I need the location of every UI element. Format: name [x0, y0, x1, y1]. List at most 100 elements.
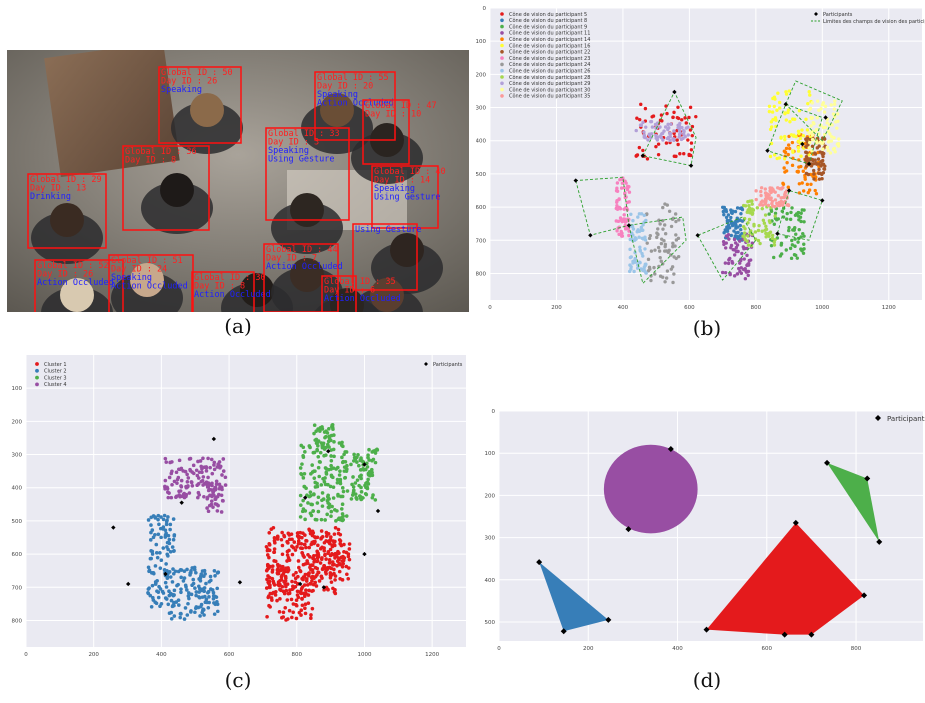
data-point [375, 448, 380, 452]
person-body [141, 182, 213, 234]
data-point [667, 248, 671, 253]
data-point [676, 254, 681, 259]
data-point [776, 193, 781, 198]
data-point [174, 470, 179, 475]
data-point [366, 477, 370, 482]
data-point [804, 117, 808, 122]
data-point [319, 574, 324, 579]
data-point [309, 502, 313, 507]
data-point [220, 473, 224, 477]
data-point [759, 189, 763, 194]
data-point [802, 234, 806, 238]
data-point [745, 253, 749, 258]
data-point [650, 115, 654, 119]
data-point [738, 261, 742, 265]
data-point [812, 151, 817, 155]
data-point [661, 205, 665, 210]
data-point [223, 475, 228, 480]
data-point [790, 206, 794, 210]
data-point [346, 566, 351, 570]
data-point [359, 476, 363, 481]
data-point [615, 189, 620, 193]
data-point [320, 504, 325, 508]
data-point [298, 590, 303, 595]
data-point [330, 552, 334, 556]
data-point [213, 502, 218, 506]
chart-c-plot-bg [26, 355, 466, 647]
data-point [181, 469, 185, 473]
data-point [281, 610, 286, 615]
vision-cone-boundary [628, 216, 687, 285]
detection-label: Day ID : 13 [30, 184, 86, 194]
data-point [791, 228, 795, 232]
data-point [822, 167, 826, 171]
data-point [332, 440, 336, 444]
data-point [172, 479, 177, 484]
data-point [777, 100, 782, 105]
data-point [159, 515, 163, 519]
data-point [323, 435, 327, 440]
data-point [672, 137, 676, 141]
data-point [322, 588, 326, 592]
data-point [168, 460, 172, 465]
person-body [111, 272, 183, 324]
data-point [622, 186, 626, 190]
participant-marker [823, 115, 828, 120]
data-point [327, 426, 331, 431]
data-point [212, 612, 217, 616]
data-point [796, 210, 801, 215]
data-point [213, 486, 217, 490]
data-point [307, 588, 311, 593]
data-point [182, 569, 187, 574]
data-point [677, 129, 682, 133]
data-point [204, 465, 209, 470]
data-point [352, 452, 356, 457]
data-point [684, 126, 689, 130]
data-point [166, 540, 171, 545]
data-point [821, 101, 826, 105]
data-point [197, 590, 201, 594]
data-point [764, 235, 768, 239]
data-point [659, 259, 663, 263]
data-point [800, 181, 804, 185]
data-point [307, 545, 312, 550]
data-point [801, 134, 806, 138]
data-point [284, 566, 288, 570]
data-point [218, 464, 223, 469]
data-point [322, 540, 327, 545]
data-point [335, 480, 340, 485]
data-point [198, 576, 203, 580]
data-point [786, 152, 790, 157]
participant-marker [765, 148, 770, 153]
data-point [355, 460, 359, 464]
data-point [760, 199, 765, 203]
data-point [330, 422, 335, 427]
data-point [784, 235, 789, 239]
data-point [276, 564, 280, 569]
data-point [835, 142, 840, 146]
data-point [206, 606, 211, 610]
data-point [347, 557, 352, 562]
data-point [310, 606, 315, 611]
x-tick-label: 400 [618, 305, 629, 311]
data-point [312, 554, 316, 558]
data-point [746, 273, 750, 278]
data-point [760, 206, 764, 211]
data-point [270, 570, 275, 574]
data-point [329, 473, 334, 478]
data-point [155, 555, 160, 560]
data-point [359, 490, 364, 494]
data-point [161, 591, 166, 595]
data-point [767, 219, 772, 223]
data-point [151, 595, 155, 600]
data-point [316, 543, 320, 548]
data-point [801, 231, 805, 236]
data-point [627, 217, 631, 222]
data-point [791, 156, 795, 160]
detection-label: Action Occluded [266, 262, 343, 272]
data-point [821, 147, 825, 151]
data-point [307, 444, 312, 448]
data-point [310, 463, 314, 467]
data-point [809, 115, 813, 120]
data-point [793, 244, 797, 248]
